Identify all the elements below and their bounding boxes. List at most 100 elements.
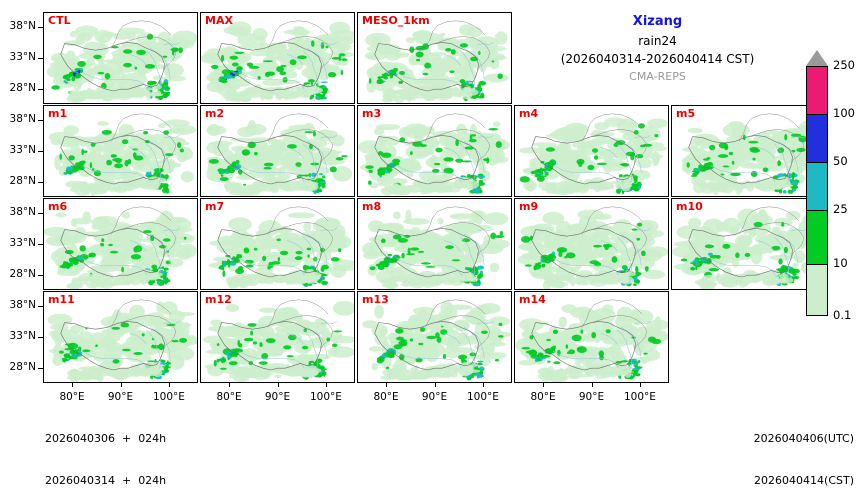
title-model: CMA-REPS (629, 70, 686, 83)
lat-tick-label: 28°N (9, 267, 36, 280)
map-panel-m13[interactable]: m13 (357, 291, 512, 383)
colorbar-segment (806, 114, 828, 162)
map-panel-m1[interactable]: m1 (43, 105, 198, 197)
colorbar-segment (806, 66, 828, 114)
colorbar-over-arrow (806, 50, 828, 66)
colorbar-tick-label: 250 (833, 58, 855, 72)
lon-tick-label: 90°E (264, 391, 291, 403)
lat-tick-label: 28°N (9, 174, 36, 187)
panel-label: m9 (519, 200, 539, 213)
title-region: Xizang (632, 14, 683, 29)
lon-tick-mark (435, 383, 436, 387)
lat-tick-label: 28°N (9, 81, 36, 94)
map-panel-m9[interactable]: m9 (514, 198, 669, 290)
lon-tick-mark (121, 383, 122, 387)
lon-tick-label: 100°E (466, 391, 499, 403)
map-panel-max[interactable]: MAX (200, 12, 355, 104)
panel-label: m4 (519, 107, 539, 120)
lat-tick-label: 38°N (9, 206, 36, 219)
lon-tick-label: 90°E (107, 391, 134, 403)
lat-tick-mark (38, 27, 43, 28)
lat-tick-label: 33°N (9, 330, 36, 342)
lon-tick-mark (640, 383, 641, 387)
lon-tick-label: 90°E (578, 391, 605, 403)
map-panel-m2[interactable]: m2 (200, 105, 355, 197)
lon-tick-mark (592, 383, 593, 387)
panel-label: m5 (676, 107, 696, 120)
panel-label: m6 (48, 200, 68, 213)
lat-tick-mark (38, 306, 43, 307)
map-panel-m12[interactable]: m12 (200, 291, 355, 383)
map-panel-m11[interactable]: m11 (43, 291, 198, 383)
colorbar-tick-label: 25 (833, 202, 848, 216)
map-panel-m5[interactable]: m5 (671, 105, 826, 197)
map-panel-ctl[interactable]: CTL (43, 12, 198, 104)
lat-tick-mark (38, 213, 43, 214)
lat-tick-label: 38°N (9, 20, 36, 33)
panel-label: m1 (48, 107, 68, 120)
lat-tick-mark (38, 368, 43, 369)
lat-tick-mark (38, 89, 43, 90)
colorbar-segment (806, 264, 828, 316)
map-panel-m6[interactable]: m6 (43, 198, 198, 290)
lon-tick-label: 100°E (152, 391, 185, 403)
map-panel-meso_1km[interactable]: MESO_1km (357, 12, 512, 104)
panel-label: m2 (205, 107, 225, 120)
lat-tick-label: 38°N (9, 299, 36, 312)
colorbar-under-arrow (806, 316, 828, 332)
lat-tick-mark (38, 337, 43, 338)
map-panel-m7[interactable]: m7 (200, 198, 355, 290)
colorbar-tick-label: 100 (833, 106, 855, 120)
lon-tick-label: 80°E (59, 391, 85, 403)
map-panel-m3[interactable]: m3 (357, 105, 512, 197)
map-panel-m4[interactable]: m4 (514, 105, 669, 197)
colorbar-segment (806, 210, 828, 264)
lat-tick-mark (38, 244, 43, 245)
title-variable: rain24 (638, 34, 677, 48)
colorbar-tick-label: 50 (833, 154, 848, 168)
lat-tick-label: 33°N (9, 51, 36, 63)
lon-tick-mark (72, 383, 73, 387)
panel-label: m3 (362, 107, 382, 120)
lat-tick-mark (38, 120, 43, 121)
footer-left-line2: 2026040314 + 024h (45, 474, 167, 487)
footer-left-line1: 2026040306 + 024h (45, 432, 167, 445)
title-period: (2026040314-2026040414 CST) (560, 52, 755, 66)
lat-tick-label: 33°N (9, 237, 36, 249)
colorbar-tick-label: 0.1 (833, 308, 852, 322)
footer-right-line2: 2026040414(CST) (754, 474, 854, 487)
lat-tick-label: 38°N (9, 113, 36, 126)
panel-label: m7 (205, 200, 225, 213)
lon-tick-mark (229, 383, 230, 387)
panel-label: m14 (519, 293, 546, 306)
lon-tick-label: 100°E (309, 391, 342, 403)
lon-tick-mark (326, 383, 327, 387)
panel-label: MAX (205, 14, 233, 27)
map-panel-m10[interactable]: m10 (671, 198, 826, 290)
map-panel-m14[interactable]: m14 (514, 291, 669, 383)
lon-tick-mark (483, 383, 484, 387)
lon-tick-label: 80°E (530, 391, 556, 403)
panel-label: m11 (48, 293, 75, 306)
lon-tick-mark (386, 383, 387, 387)
lat-tick-mark (38, 151, 43, 152)
lat-tick-mark (38, 58, 43, 59)
footer-right: 2026040406(UTC) 2026040414(CST) (754, 404, 854, 502)
lat-tick-label: 28°N (9, 360, 36, 373)
map-panel-m8[interactable]: m8 (357, 198, 512, 290)
panel-label: m12 (205, 293, 232, 306)
lon-tick-label: 90°E (421, 391, 448, 403)
lon-tick-mark (278, 383, 279, 387)
panel-label: MESO_1km (362, 14, 430, 27)
lon-tick-label: 80°E (216, 391, 242, 403)
footer-right-line1: 2026040406(UTC) (753, 432, 854, 445)
lat-tick-mark (38, 275, 43, 276)
lon-tick-label: 100°E (623, 391, 656, 403)
colorbar-tick-label: 10 (833, 256, 848, 270)
lat-tick-mark (38, 182, 43, 183)
footer-left: 2026040306 + 024h 2026040314 + 024h (45, 404, 166, 502)
lon-tick-label: 80°E (373, 391, 399, 403)
colorbar-segment (806, 162, 828, 210)
lat-tick-label: 33°N (9, 144, 36, 156)
panel-label: m13 (362, 293, 389, 306)
